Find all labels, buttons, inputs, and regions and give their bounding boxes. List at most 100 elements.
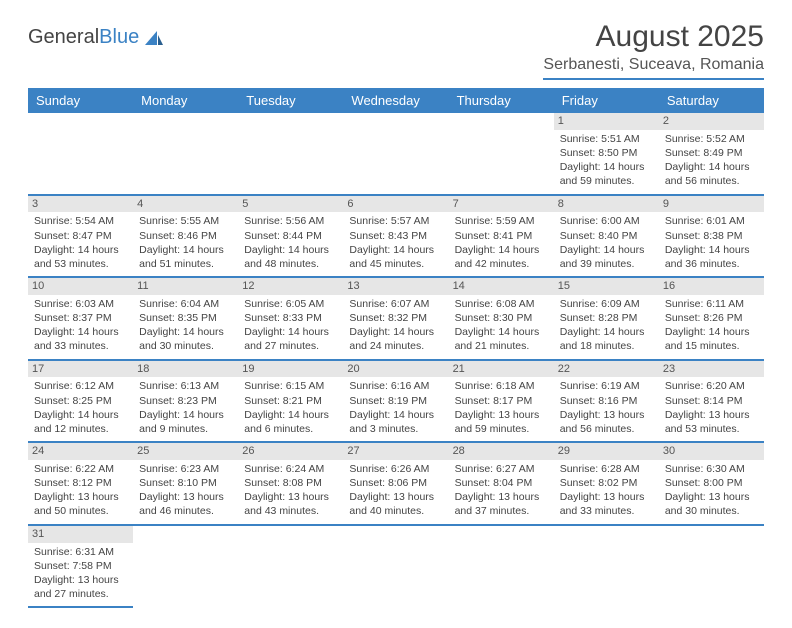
- logo-text-2: Blue: [99, 26, 139, 49]
- daylight-text: Daylight: 14 hours: [560, 243, 653, 257]
- sunset-text: Sunset: 8:43 PM: [349, 229, 442, 243]
- calendar-cell: 20Sunrise: 6:16 AMSunset: 8:19 PMDayligh…: [343, 360, 448, 443]
- calendar-cell: 25Sunrise: 6:23 AMSunset: 8:10 PMDayligh…: [133, 442, 238, 525]
- day-number: 2: [659, 113, 764, 130]
- sunrise-text: Sunrise: 6:09 AM: [560, 297, 653, 311]
- daylight-text: Daylight: 14 hours: [560, 160, 653, 174]
- day-number: 13: [343, 278, 448, 295]
- daylight-text: and 48 minutes.: [244, 257, 337, 271]
- daylight-text: Daylight: 14 hours: [244, 243, 337, 257]
- month-title: August 2025: [543, 20, 764, 54]
- sunrise-text: Sunrise: 6:04 AM: [139, 297, 232, 311]
- day-number: 31: [28, 526, 133, 543]
- daylight-text: Daylight: 13 hours: [349, 490, 442, 504]
- day-number: 10: [28, 278, 133, 295]
- sunset-text: Sunset: 8:00 PM: [665, 476, 758, 490]
- daylight-text: Daylight: 14 hours: [455, 325, 548, 339]
- daylight-text: and 36 minutes.: [665, 257, 758, 271]
- calendar-cell: 26Sunrise: 6:24 AMSunset: 8:08 PMDayligh…: [238, 442, 343, 525]
- calendar-cell-empty: [133, 113, 238, 195]
- sunset-text: Sunset: 7:58 PM: [34, 559, 127, 573]
- calendar-row: 17Sunrise: 6:12 AMSunset: 8:25 PMDayligh…: [28, 360, 764, 443]
- calendar-cell-empty: [449, 113, 554, 195]
- calendar-row: 3Sunrise: 5:54 AMSunset: 8:47 PMDaylight…: [28, 195, 764, 278]
- daylight-text: Daylight: 13 hours: [34, 490, 127, 504]
- calendar-cell: 31Sunrise: 6:31 AMSunset: 7:58 PMDayligh…: [28, 525, 133, 608]
- sunset-text: Sunset: 8:08 PM: [244, 476, 337, 490]
- day-number: 9: [659, 196, 764, 213]
- daylight-text: Daylight: 13 hours: [455, 408, 548, 422]
- sunset-text: Sunset: 8:46 PM: [139, 229, 232, 243]
- sunrise-text: Sunrise: 5:56 AM: [244, 214, 337, 228]
- sunset-text: Sunset: 8:23 PM: [139, 394, 232, 408]
- location: Serbanesti, Suceava, Romania: [543, 56, 764, 80]
- sunrise-text: Sunrise: 6:12 AM: [34, 379, 127, 393]
- sunset-text: Sunset: 8:30 PM: [455, 311, 548, 325]
- day-number: 19: [238, 361, 343, 378]
- daylight-text: and 53 minutes.: [34, 257, 127, 271]
- calendar-cell-empty: [238, 525, 343, 608]
- day-header: Saturday: [659, 88, 764, 113]
- sunrise-text: Sunrise: 6:30 AM: [665, 462, 758, 476]
- sunset-text: Sunset: 8:02 PM: [560, 476, 653, 490]
- daylight-text: Daylight: 14 hours: [139, 325, 232, 339]
- day-number: 7: [449, 196, 554, 213]
- sunset-text: Sunset: 8:04 PM: [455, 476, 548, 490]
- calendar-cell: 6Sunrise: 5:57 AMSunset: 8:43 PMDaylight…: [343, 195, 448, 278]
- sunrise-text: Sunrise: 5:51 AM: [560, 132, 653, 146]
- sunset-text: Sunset: 8:25 PM: [34, 394, 127, 408]
- sunrise-text: Sunrise: 5:55 AM: [139, 214, 232, 228]
- daylight-text: Daylight: 14 hours: [244, 408, 337, 422]
- day-number: 15: [554, 278, 659, 295]
- day-number: 6: [343, 196, 448, 213]
- calendar-cell: 19Sunrise: 6:15 AMSunset: 8:21 PMDayligh…: [238, 360, 343, 443]
- calendar-row: 31Sunrise: 6:31 AMSunset: 7:58 PMDayligh…: [28, 525, 764, 608]
- sunset-text: Sunset: 8:12 PM: [34, 476, 127, 490]
- daylight-text: and 24 minutes.: [349, 339, 442, 353]
- day-number: 8: [554, 196, 659, 213]
- daylight-text: and 18 minutes.: [560, 339, 653, 353]
- daylight-text: Daylight: 14 hours: [34, 243, 127, 257]
- calendar-cell-empty: [343, 525, 448, 608]
- sunset-text: Sunset: 8:41 PM: [455, 229, 548, 243]
- calendar-cell: 9Sunrise: 6:01 AMSunset: 8:38 PMDaylight…: [659, 195, 764, 278]
- daylight-text: and 12 minutes.: [34, 422, 127, 436]
- calendar-cell: 27Sunrise: 6:26 AMSunset: 8:06 PMDayligh…: [343, 442, 448, 525]
- sunrise-text: Sunrise: 6:27 AM: [455, 462, 548, 476]
- sunset-text: Sunset: 8:19 PM: [349, 394, 442, 408]
- calendar-cell: 18Sunrise: 6:13 AMSunset: 8:23 PMDayligh…: [133, 360, 238, 443]
- sunrise-text: Sunrise: 6:11 AM: [665, 297, 758, 311]
- daylight-text: Daylight: 14 hours: [244, 325, 337, 339]
- daylight-text: Daylight: 14 hours: [349, 243, 442, 257]
- sunset-text: Sunset: 8:44 PM: [244, 229, 337, 243]
- daylight-text: Daylight: 13 hours: [34, 573, 127, 587]
- day-number: 3: [28, 196, 133, 213]
- header: GeneralBlue August 2025 Serbanesti, Suce…: [28, 20, 764, 80]
- day-header: Friday: [554, 88, 659, 113]
- daylight-text: and 15 minutes.: [665, 339, 758, 353]
- calendar-cell: 1Sunrise: 5:51 AMSunset: 8:50 PMDaylight…: [554, 113, 659, 195]
- sunrise-text: Sunrise: 6:20 AM: [665, 379, 758, 393]
- day-number: 26: [238, 443, 343, 460]
- daylight-text: Daylight: 14 hours: [34, 408, 127, 422]
- sunrise-text: Sunrise: 6:23 AM: [139, 462, 232, 476]
- sunrise-text: Sunrise: 5:52 AM: [665, 132, 758, 146]
- calendar-row: 10Sunrise: 6:03 AMSunset: 8:37 PMDayligh…: [28, 277, 764, 360]
- calendar-cell-empty: [449, 525, 554, 608]
- sunset-text: Sunset: 8:28 PM: [560, 311, 653, 325]
- daylight-text: Daylight: 14 hours: [34, 325, 127, 339]
- daylight-text: Daylight: 14 hours: [349, 325, 442, 339]
- daylight-text: and 59 minutes.: [455, 422, 548, 436]
- day-number: 17: [28, 361, 133, 378]
- daylight-text: and 3 minutes.: [349, 422, 442, 436]
- daylight-text: Daylight: 13 hours: [560, 490, 653, 504]
- day-number: 12: [238, 278, 343, 295]
- calendar-cell: 22Sunrise: 6:19 AMSunset: 8:16 PMDayligh…: [554, 360, 659, 443]
- calendar-cell: 29Sunrise: 6:28 AMSunset: 8:02 PMDayligh…: [554, 442, 659, 525]
- sunrise-text: Sunrise: 6:05 AM: [244, 297, 337, 311]
- daylight-text: and 59 minutes.: [560, 174, 653, 188]
- day-header: Wednesday: [343, 88, 448, 113]
- calendar-row: 24Sunrise: 6:22 AMSunset: 8:12 PMDayligh…: [28, 442, 764, 525]
- day-number: 25: [133, 443, 238, 460]
- day-header: Monday: [133, 88, 238, 113]
